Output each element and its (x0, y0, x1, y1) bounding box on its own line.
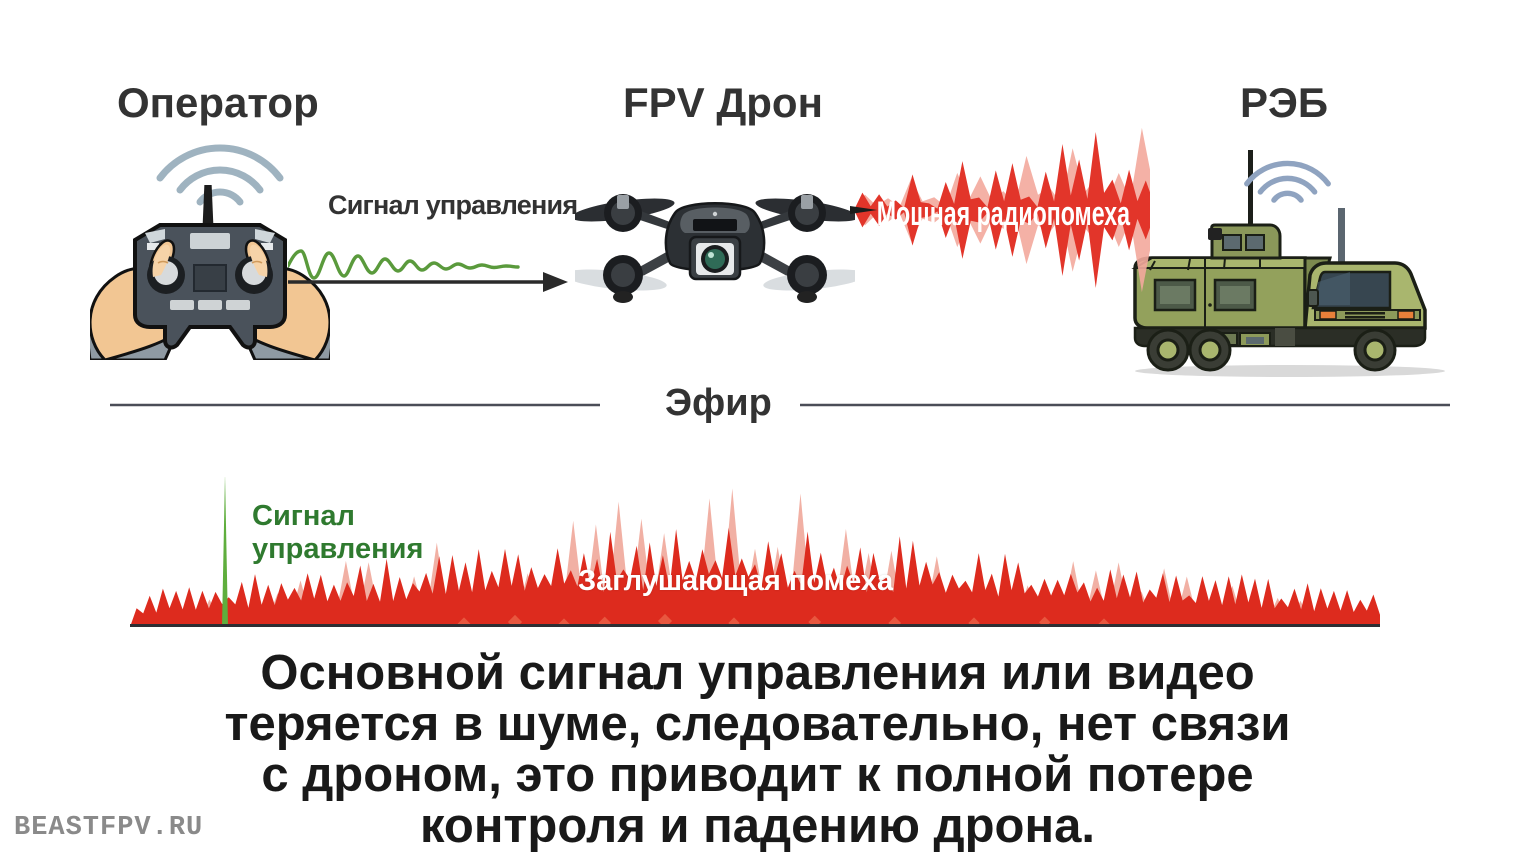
svg-text:Мощная радиопомеха: Мощная радиопомеха (877, 196, 1131, 233)
